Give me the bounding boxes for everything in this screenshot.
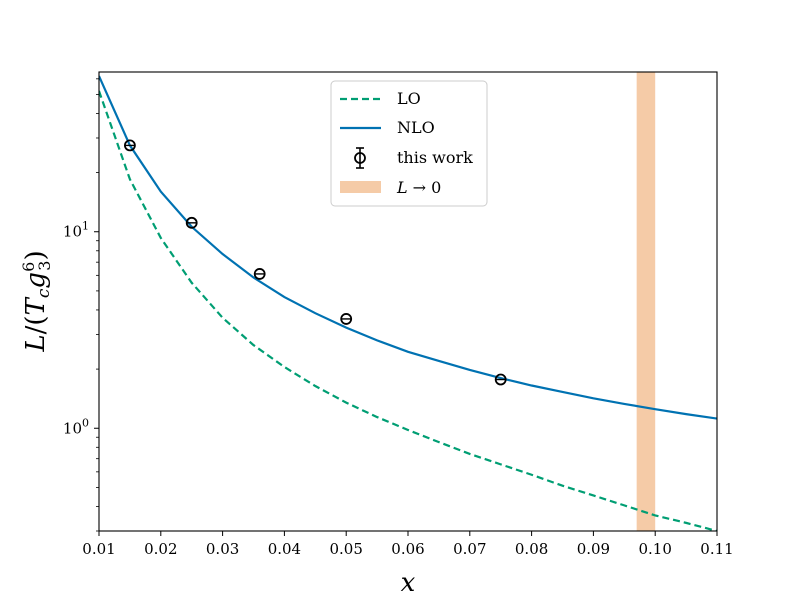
data-point [185,216,198,229]
data-point [253,268,266,280]
legend-entry-lo: LO [340,89,421,108]
series-nlo-line [99,75,717,420]
svg-text:L→ 0: L → 0 [396,178,441,197]
x-axis-ticks: 0.01 0.02 0.03 0.04 0.05 0.06 0.07 0.08 0.09 0.10… [82,531,734,558]
x-tick-label: 0.07 [453,540,486,558]
data-point [340,313,353,325]
x-axis-label: x [401,568,416,598]
x-tick-label: 0.03 [206,540,239,558]
legend-entry-nlo: NLO [340,118,435,137]
band-l-to-0 [636,72,656,531]
y-tick-label: 101 [63,220,89,241]
x-tick-label: 0.10 [638,540,671,558]
x-tick-label: 0.04 [268,540,301,558]
svg-text:this work: this work [397,148,473,167]
x-tick-label: 0.01 [82,540,115,558]
svg-text:NLO: NLO [397,118,435,137]
svg-text:L/(Tcg63): L/(Tcg63) [19,250,54,352]
legend-entry-band: L → 0 [340,178,441,197]
svg-text:LO: LO [397,89,421,108]
data-point [494,373,507,386]
series-lo-line [99,90,717,531]
x-tick-label: 0.09 [577,540,610,558]
x-tick-label: 0.11 [700,540,733,558]
legend-entry-this-work: this work [354,147,473,169]
y-tick-label: 100 [63,416,89,437]
x-tick-label: 0.02 [144,540,177,558]
x-tick-label: 0.06 [391,540,424,558]
legend-box [330,80,488,207]
x-tick-label: 0.05 [329,540,362,558]
series-this-work-points [123,139,507,386]
y-axis-ticks: 100 101 [63,78,99,532]
data-point [123,139,136,152]
x-tick-label: 0.08 [515,540,548,558]
y-axis-label: L/(Tcg63) [19,250,54,352]
legend: LO NLO this work L → 0 [330,80,488,207]
